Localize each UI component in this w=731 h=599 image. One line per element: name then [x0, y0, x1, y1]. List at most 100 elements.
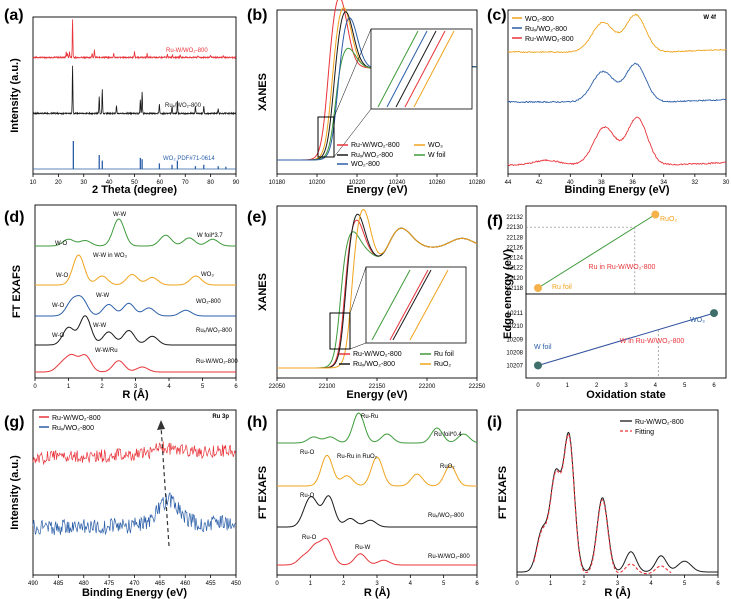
panel-a-xlabel: 2 Theta (degree) — [92, 184, 177, 196]
panel-g-tick-label: 475 — [104, 581, 115, 587]
panel-i-frame — [516, 409, 719, 576]
panel-h-tick-label: 1 — [309, 581, 313, 587]
panel-f-xtick: 0 — [536, 383, 540, 389]
inset-line-0 — [371, 269, 411, 341]
panel-g-tick-label: 485 — [53, 581, 64, 587]
panel-a-tick-label: 40 — [106, 180, 113, 186]
xps-w4f-series-2 — [507, 116, 727, 167]
label-w-interp: W in Ru-W/WO₂-800 — [620, 338, 685, 345]
exafs-annotation: Ru-Ru — [361, 414, 378, 420]
panel-i-tick-label: 4 — [649, 581, 653, 587]
panel-f-bottom-ytick: 10210 — [506, 324, 523, 330]
fit-line-ru — [537, 214, 656, 289]
panel-d-tick-label: 5 — [201, 384, 205, 390]
point-ru-foil — [534, 284, 542, 292]
inset-line-3 — [404, 30, 446, 108]
panel-c-tick-label: 34 — [660, 180, 667, 186]
xps-w4f-series-1 — [507, 62, 727, 104]
panel-g-tick-label: 460 — [180, 581, 191, 587]
panel-h-xlabel: R (Å) — [364, 586, 391, 599]
zoom-line — [349, 342, 367, 350]
panel-f-top-ytick: 22126 — [506, 245, 523, 251]
panel-f-top-ytick: 22120 — [506, 276, 523, 282]
panel-g-ylabel: Intensity (a.u.) — [9, 455, 21, 530]
exafs-w-series-3 — [35, 315, 236, 346]
exafs-fit-curve — [533, 433, 672, 575]
ru3p-series-rux-wo2 — [32, 492, 236, 536]
exafs-annotation: W-W/Ru — [95, 348, 118, 354]
panel-c-tick-label: 42 — [536, 180, 543, 186]
panel-g-label: (g) — [4, 414, 24, 431]
exafs-annotation: W-W — [93, 323, 107, 329]
panel-h-tick-label: 4 — [409, 581, 413, 587]
panel-i-xlabel: R (Å) — [604, 586, 631, 599]
peak-shift-arrow — [160, 425, 170, 547]
panel-f-xtick: 2 — [595, 383, 599, 389]
legend-item: Fitting — [635, 429, 654, 436]
panel-c-tick-label: 40 — [567, 180, 574, 186]
label-wo2-pdf: WO₂ PDF#71-0614 — [163, 156, 215, 162]
panel-f-bottom-ytick: 10207 — [506, 363, 523, 369]
inset-line-2 — [395, 30, 437, 108]
legend-item: Ru foil — [434, 351, 454, 358]
series-label: WO₂-800 — [196, 299, 221, 305]
panel-d-label: (d) — [4, 209, 24, 226]
panel-e-tick-label: 22050 — [269, 384, 286, 390]
inset-line-1 — [386, 30, 428, 108]
label-ru-foil: Ru foil — [552, 284, 572, 291]
inset-line-2 — [392, 269, 432, 341]
panel-i-tick-label: 0 — [515, 581, 519, 587]
panel-g-tick-label: 480 — [79, 581, 90, 587]
panel-f-top-ytick: 22128 — [506, 235, 523, 241]
panel-e-tick-label: 22250 — [469, 384, 486, 390]
panel-f-top-ytick: 22130 — [506, 225, 523, 231]
arrow-head — [157, 420, 165, 430]
exafs-w-series-1 — [35, 254, 236, 286]
panel-h-tick-label: 6 — [475, 581, 479, 587]
panel-e-label: (e) — [247, 209, 267, 226]
legend-item: RuO₂ — [434, 361, 451, 368]
label-rux-wo2-800: Ruₓ/WO₂-800 — [165, 103, 202, 109]
panel-h-label: (h) — [247, 414, 267, 431]
exafs-annotation: W-O — [52, 333, 65, 339]
xanes-ru-series-3 — [277, 208, 478, 369]
panel-c-tick-label: 30 — [723, 180, 730, 186]
zoom-box — [329, 312, 351, 350]
panel-i-tick-label: 5 — [683, 581, 687, 587]
panel-f-bottom-ytick: 10209 — [506, 337, 523, 343]
exafs-annotation: W-O — [56, 273, 69, 279]
series-label: Ruₓ/WO₂-800 — [428, 513, 465, 519]
legend-item: Ru-W/WO₂-800 — [635, 419, 684, 426]
panel-h-tick-label: 2 — [342, 581, 346, 587]
exafs-annotation: Ru-W — [355, 545, 371, 551]
panel-e-ylabel: XANES — [257, 273, 269, 311]
panel-a-tick-label: 30 — [80, 180, 87, 186]
panel-c-label: (c) — [487, 7, 507, 24]
panel-e-xlabel: Energy (eV) — [346, 389, 407, 401]
panel-f-xtick: 1 — [566, 383, 570, 389]
panel-f-top-frame — [525, 205, 727, 295]
legend-item: W foil — [428, 152, 446, 159]
fit-line-w — [537, 312, 715, 366]
panel-g-tick-label: 450 — [231, 581, 242, 587]
panel-f-bottom-ytick: 10211 — [507, 311, 524, 317]
series-label: RuO₂ — [440, 464, 455, 470]
panel-c-xlabel: Binding Energy (eV) — [564, 184, 669, 196]
legend-item: Ru-W/WO₂-800 — [52, 415, 101, 422]
inset-line-3 — [409, 269, 449, 341]
panel-d-ylabel: FT EXAFS — [11, 265, 23, 318]
panel-f-xtick: 3 — [624, 383, 628, 389]
panel-d-frame — [34, 204, 237, 379]
panel-g-tick-label: 465 — [155, 581, 166, 587]
panel-a-frame — [32, 16, 237, 175]
inset-line-1 — [389, 269, 429, 341]
panel-b-tick-label: 10220 — [349, 180, 366, 186]
series-rux-wo2-800 — [32, 65, 237, 116]
label-w-foil: W foil — [534, 344, 552, 351]
panel-e-tick-label: 22200 — [419, 384, 436, 390]
panel-c-tick-label: 36 — [629, 180, 636, 186]
legend-item: WO₃ — [428, 142, 443, 149]
panel-h-ylabel: FT EXAFS — [257, 466, 269, 519]
panel-c-frame — [507, 9, 727, 175]
panel-f-xlabel: Oxidation state — [586, 389, 665, 401]
